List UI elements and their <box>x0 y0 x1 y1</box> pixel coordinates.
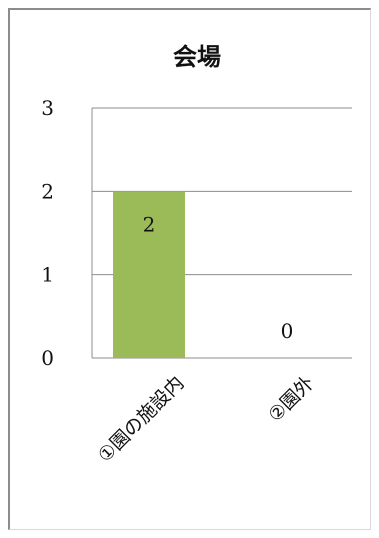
y-tick-label: 0 <box>41 346 54 370</box>
y-tick-label: 1 <box>41 263 54 287</box>
x-axis-labels: ①園の施設内 ②園外 <box>94 372 319 467</box>
bars <box>113 191 185 358</box>
chart-frame <box>8 8 371 530</box>
chart-title: 会場 <box>173 43 221 71</box>
data-label-0: 2 <box>143 212 156 236</box>
x-tick-label-0: ①園の施設内 <box>94 372 189 467</box>
x-tick-label-1: ②園外 <box>264 372 318 426</box>
y-tick-label: 2 <box>41 179 54 203</box>
y-tick-label: 3 <box>41 96 54 120</box>
bar-0 <box>113 191 185 358</box>
y-axis: 0 1 2 3 <box>41 96 93 370</box>
data-labels: 20 <box>143 212 294 343</box>
data-label-1: 0 <box>281 319 294 343</box>
